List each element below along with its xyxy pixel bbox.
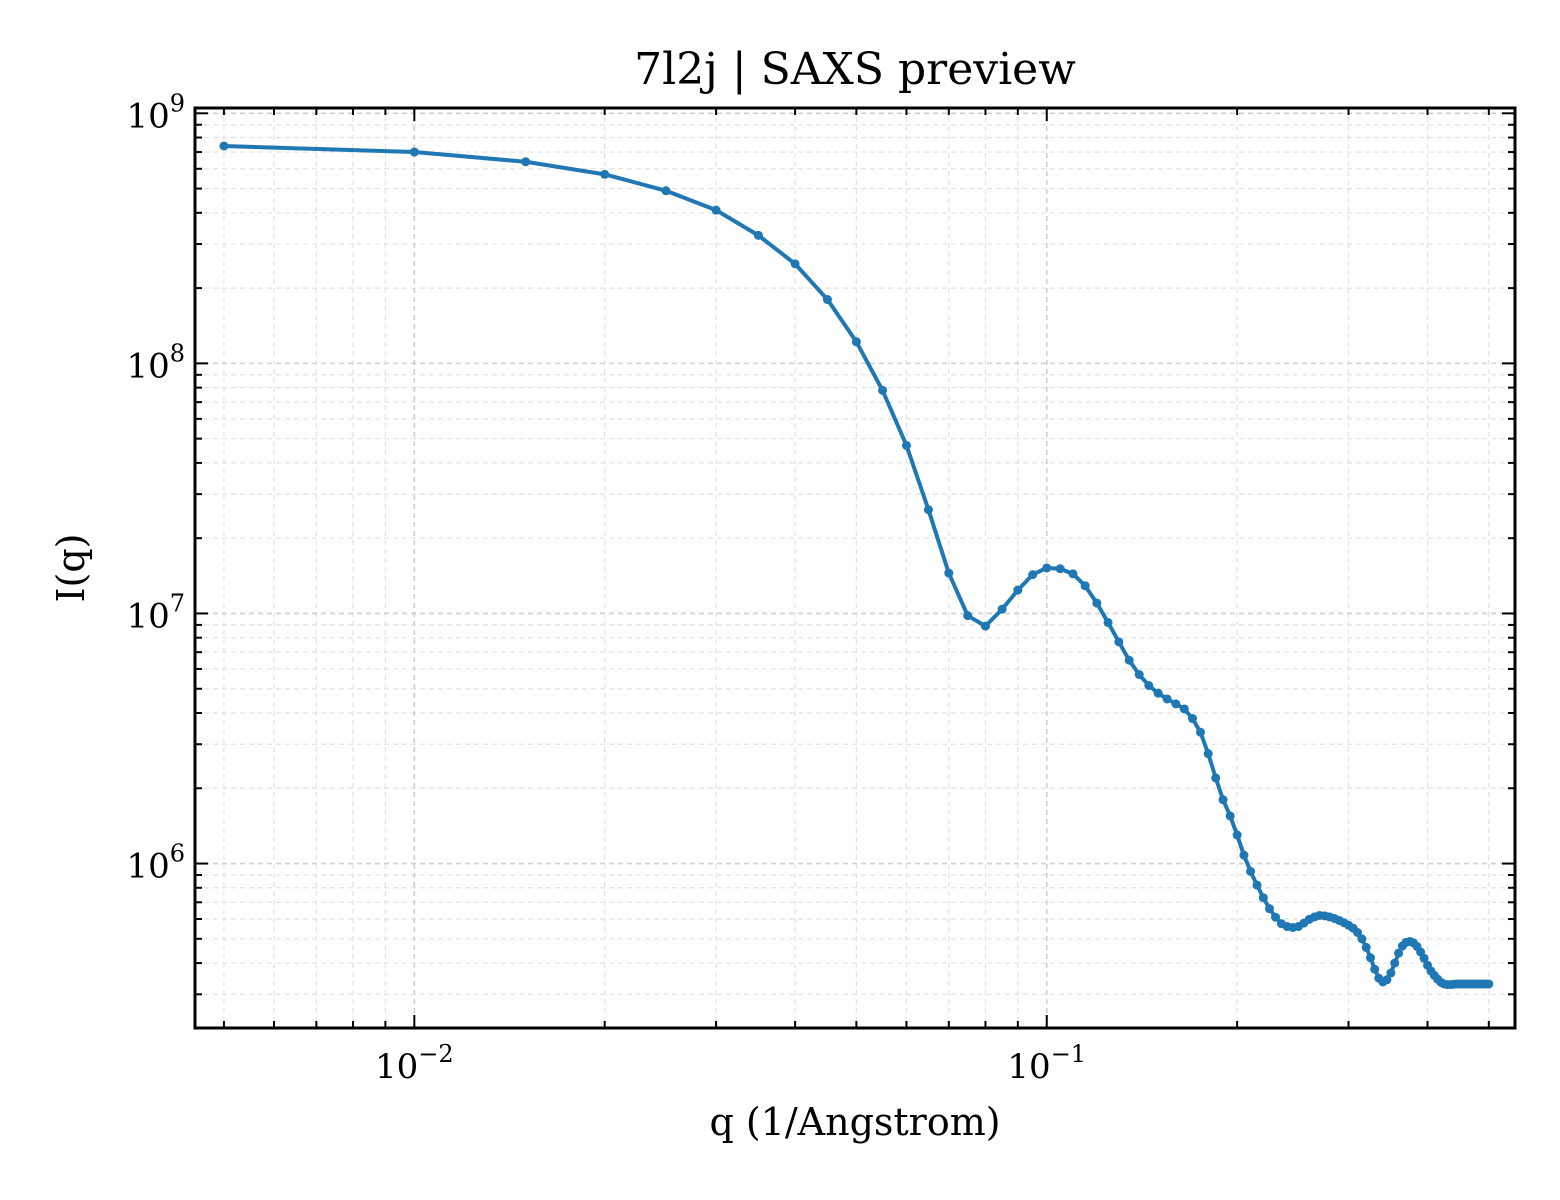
data-point	[1246, 866, 1256, 876]
series-layer	[219, 141, 1494, 990]
data-point	[1114, 637, 1124, 647]
y-tick-label: 109	[126, 89, 185, 136]
data-point	[711, 205, 721, 215]
data-point	[1179, 704, 1189, 714]
data-point	[661, 186, 671, 196]
data-point	[1239, 850, 1249, 860]
data-point	[923, 505, 933, 515]
data-point	[1232, 830, 1242, 840]
chart-title: 7l2j | SAXS preview	[634, 44, 1076, 95]
axis-ticks	[195, 108, 1515, 1028]
data-point	[1484, 979, 1494, 989]
data-point	[1271, 912, 1281, 922]
minor-grid	[195, 108, 1515, 1028]
data-point	[1258, 893, 1268, 903]
x-tick-label: 10−1	[1007, 1040, 1086, 1087]
data-point	[600, 169, 610, 179]
y-tick-label: 108	[126, 339, 185, 386]
data-point	[1366, 953, 1376, 963]
data-point	[901, 440, 911, 450]
data-point	[1068, 569, 1078, 579]
x-tick-label: 10−2	[375, 1040, 454, 1087]
plot-frame	[193, 106, 1517, 1030]
data-point	[1386, 968, 1396, 978]
data-point	[1188, 714, 1198, 724]
data-point	[1162, 694, 1172, 704]
data-point	[980, 621, 990, 631]
data-point	[1211, 773, 1221, 783]
data-point	[1153, 688, 1163, 698]
data-point	[1171, 699, 1181, 709]
data-point	[1390, 958, 1400, 968]
data-point	[1264, 904, 1274, 914]
data-point	[1370, 964, 1380, 974]
data-point	[1203, 749, 1213, 759]
y-tick-label: 107	[126, 589, 185, 636]
data-point	[997, 604, 1007, 614]
data-point	[753, 230, 763, 240]
data-point	[1124, 655, 1134, 665]
data-point	[963, 611, 973, 621]
data-point	[1144, 681, 1154, 691]
y-axis-label: I(q)	[49, 534, 93, 603]
x-axis-label: q (1/Angstrom)	[709, 1100, 1000, 1144]
major-grid	[195, 108, 1515, 1028]
data-point	[1353, 928, 1363, 938]
data-point	[1103, 618, 1113, 628]
data-point	[878, 385, 888, 395]
data-point	[1361, 942, 1371, 952]
data-point	[790, 259, 800, 269]
data-point	[1028, 570, 1038, 580]
data-point	[1382, 975, 1392, 985]
data-point	[822, 295, 832, 305]
data-point	[1013, 585, 1023, 595]
axis-tick-labels: 10−2 10−1 106 107 108 109	[126, 89, 1086, 1087]
data-point	[1092, 598, 1102, 608]
data-point	[1357, 934, 1367, 944]
y-tick-label: 106	[126, 840, 185, 887]
data-point	[1055, 564, 1065, 574]
data-point	[1042, 563, 1052, 573]
data-point	[1252, 880, 1262, 890]
data-point	[1195, 727, 1205, 737]
data-point	[1134, 670, 1144, 680]
data-point	[409, 147, 419, 157]
data-point	[1394, 948, 1404, 958]
data-point	[1225, 811, 1235, 821]
data-point	[219, 141, 229, 151]
data-point	[851, 337, 861, 347]
data-point	[1419, 953, 1429, 963]
data-point	[1080, 581, 1090, 591]
data-point	[1218, 795, 1228, 805]
data-point	[944, 568, 954, 578]
data-point	[521, 157, 531, 167]
